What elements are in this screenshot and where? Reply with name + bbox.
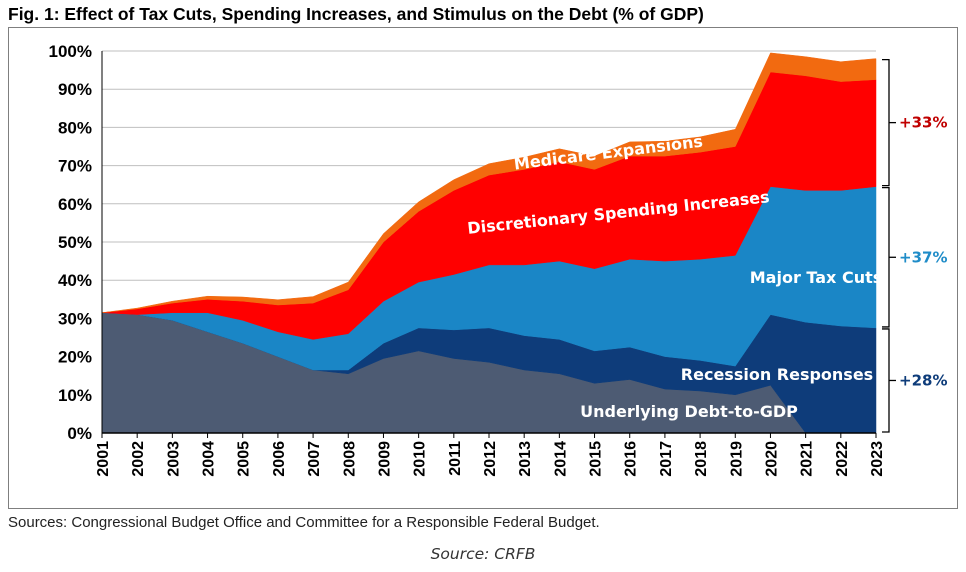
x-tick-label: 2012 xyxy=(482,441,499,477)
x-tick-label: 2019 xyxy=(728,441,745,477)
bracket-label: +37% xyxy=(899,248,947,266)
y-tick-label: 80% xyxy=(58,118,92,137)
x-tick-label: 2022 xyxy=(834,441,851,477)
x-tick-label: 2014 xyxy=(552,441,569,477)
y-tick-label: 0% xyxy=(67,424,92,443)
x-tick-label: 2001 xyxy=(95,441,112,477)
area-label-major-tax-cuts: Major Tax Cuts xyxy=(750,268,883,287)
y-tick-label: 50% xyxy=(58,233,92,252)
x-tick-label: 2003 xyxy=(165,441,182,477)
x-tick-label: 2017 xyxy=(658,441,675,477)
y-tick-label: 30% xyxy=(58,309,92,328)
bracket-label: +33% xyxy=(899,114,947,132)
x-tick-label: 2009 xyxy=(377,441,394,477)
y-tick-label: 20% xyxy=(58,348,92,367)
x-tick-label: 2021 xyxy=(799,441,816,477)
y-tick-label: 90% xyxy=(58,80,92,99)
y-tick-label: 10% xyxy=(58,386,92,405)
y-tick-label: 40% xyxy=(58,271,92,290)
x-tick-label: 2010 xyxy=(412,441,429,477)
x-tick-label: 2006 xyxy=(271,441,288,477)
x-tick-label: 2007 xyxy=(306,441,323,477)
area-label-recession-responses: Recession Responses xyxy=(681,365,873,384)
x-tick-label: 2023 xyxy=(869,441,886,477)
chart-title: Fig. 1: Effect of Tax Cuts, Spending Inc… xyxy=(8,4,704,24)
sources-note: Sources: Congressional Budget Office and… xyxy=(8,514,600,531)
bracket-label: +28% xyxy=(899,371,947,389)
x-tick-label: 2004 xyxy=(201,441,218,477)
x-tick-label: 2008 xyxy=(341,441,358,477)
x-tick-label: 2020 xyxy=(764,441,781,477)
x-tick-label: 2013 xyxy=(517,441,534,477)
bracket-28 xyxy=(882,328,890,433)
y-tick-label: 100% xyxy=(49,42,92,61)
y-tick-label: 70% xyxy=(58,157,92,176)
x-tick-label: 2016 xyxy=(623,441,640,477)
area-label-underlying-debt-to-gdp: Underlying Debt-to-GDP xyxy=(580,402,798,421)
chart-frame: 0% 10% 20% 30% 40% 50% 60% 70% 80% 90% 100% 2001 200… xyxy=(8,27,958,509)
x-tick-label: 2018 xyxy=(693,441,710,477)
source-caption: Source: CRFB xyxy=(430,545,536,563)
area-medicare-expansions xyxy=(101,52,877,313)
bracket-33 xyxy=(882,58,890,187)
y-tick-label: 60% xyxy=(58,195,92,214)
x-tick-label: 2011 xyxy=(447,441,464,476)
x-tick-label: 2002 xyxy=(130,441,147,477)
bracket-37 xyxy=(882,186,890,328)
x-tick-label: 2005 xyxy=(236,441,253,477)
stacked-area-chart: 0% 10% 20% 30% 40% 50% 60% 70% 80% 90% 100% 2001 200… xyxy=(49,42,948,477)
x-tick-label: 2015 xyxy=(588,441,605,477)
